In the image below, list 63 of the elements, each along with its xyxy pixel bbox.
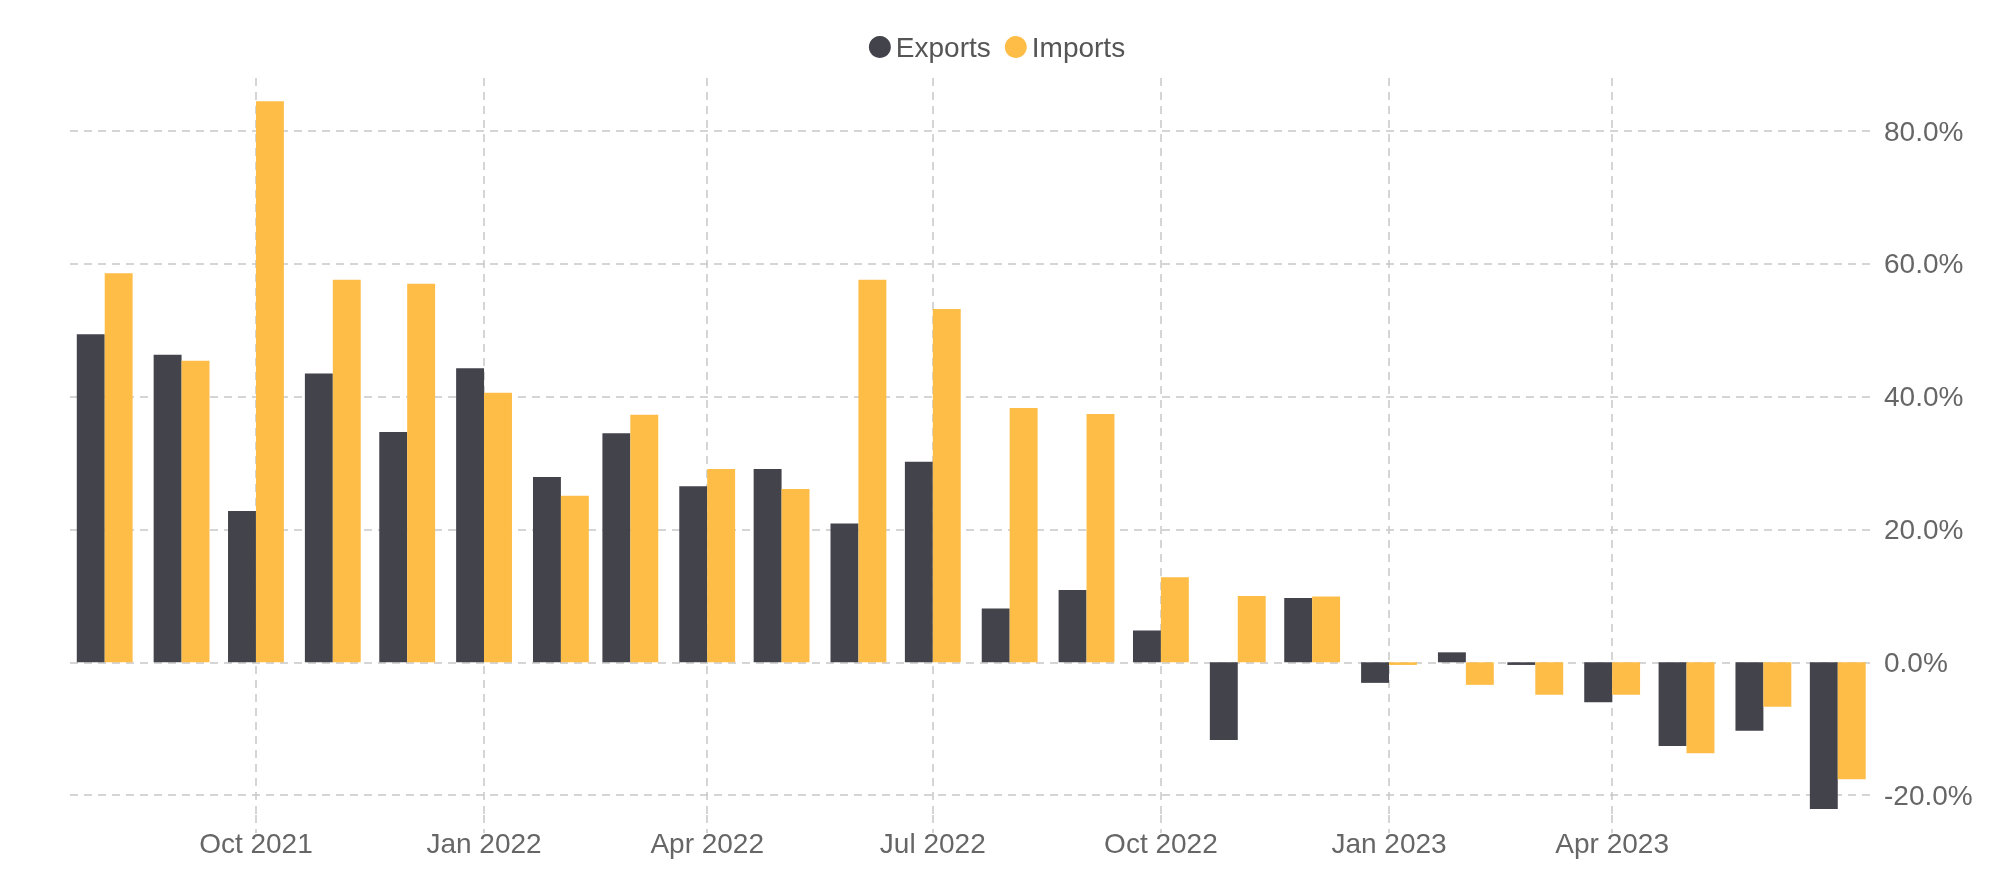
bar bbox=[1763, 662, 1792, 707]
bar bbox=[707, 469, 736, 663]
bar bbox=[830, 523, 859, 663]
bar bbox=[781, 488, 810, 663]
bar bbox=[1837, 662, 1866, 780]
bar bbox=[1086, 413, 1115, 663]
bar bbox=[1735, 662, 1764, 731]
bar bbox=[1584, 662, 1613, 703]
bar bbox=[104, 273, 133, 663]
bar bbox=[76, 334, 105, 663]
bar bbox=[932, 309, 961, 663]
bar bbox=[332, 279, 361, 663]
bar bbox=[630, 414, 659, 663]
bar bbox=[904, 461, 933, 663]
x-tick-label: Jul 2022 bbox=[879, 827, 986, 859]
bar bbox=[1465, 662, 1494, 685]
y-tick-label: 20.0% bbox=[1884, 514, 1964, 545]
bar bbox=[379, 431, 408, 663]
bar bbox=[981, 608, 1010, 663]
x-tick-label: Apr 2022 bbox=[650, 827, 765, 859]
x-tick-label: Oct 2022 bbox=[1104, 827, 1218, 859]
bar bbox=[407, 283, 436, 663]
x-tick-label: Jan 2022 bbox=[426, 827, 542, 859]
bar bbox=[255, 101, 284, 663]
y-tick-label: 60.0% bbox=[1884, 248, 1964, 280]
bar bbox=[153, 354, 182, 663]
bar bbox=[1209, 662, 1238, 740]
legend-label: Imports bbox=[1031, 31, 1126, 63]
bar bbox=[1686, 662, 1715, 754]
bar bbox=[484, 392, 512, 663]
bar bbox=[1132, 630, 1161, 663]
bar bbox=[1009, 407, 1038, 663]
y-tick-label: 80.0% bbox=[1884, 115, 1964, 147]
bar bbox=[1612, 662, 1641, 695]
bar bbox=[602, 433, 631, 663]
bar bbox=[456, 368, 485, 663]
bar bbox=[1437, 652, 1466, 663]
x-tick-label: Oct 2021 bbox=[199, 827, 313, 859]
bar bbox=[1361, 662, 1390, 683]
bar bbox=[1237, 595, 1266, 663]
bar bbox=[1058, 589, 1087, 663]
bar bbox=[532, 477, 561, 663]
bar bbox=[753, 469, 782, 663]
bar bbox=[1507, 662, 1536, 665]
bar bbox=[858, 279, 887, 663]
bar bbox=[1312, 596, 1341, 663]
bar bbox=[560, 495, 589, 663]
bar bbox=[181, 360, 210, 663]
bar bbox=[1535, 662, 1564, 695]
y-tick-label: 40.0% bbox=[1884, 381, 1964, 413]
y-tick-label: -20.0% bbox=[1884, 779, 1973, 811]
legend-label: Exports bbox=[895, 31, 991, 63]
bar bbox=[1160, 577, 1189, 663]
x-tick-label: Jan 2023 bbox=[1331, 827, 1447, 859]
bar bbox=[1284, 597, 1313, 663]
bar bbox=[304, 373, 333, 663]
y-tick-label: 0.0% bbox=[1884, 646, 1948, 678]
bar bbox=[1389, 662, 1417, 665]
bar bbox=[1658, 662, 1687, 746]
bar bbox=[679, 486, 708, 663]
x-tick-label: Apr 2023 bbox=[1555, 827, 1669, 859]
bar bbox=[1809, 662, 1838, 810]
bar bbox=[228, 510, 256, 663]
